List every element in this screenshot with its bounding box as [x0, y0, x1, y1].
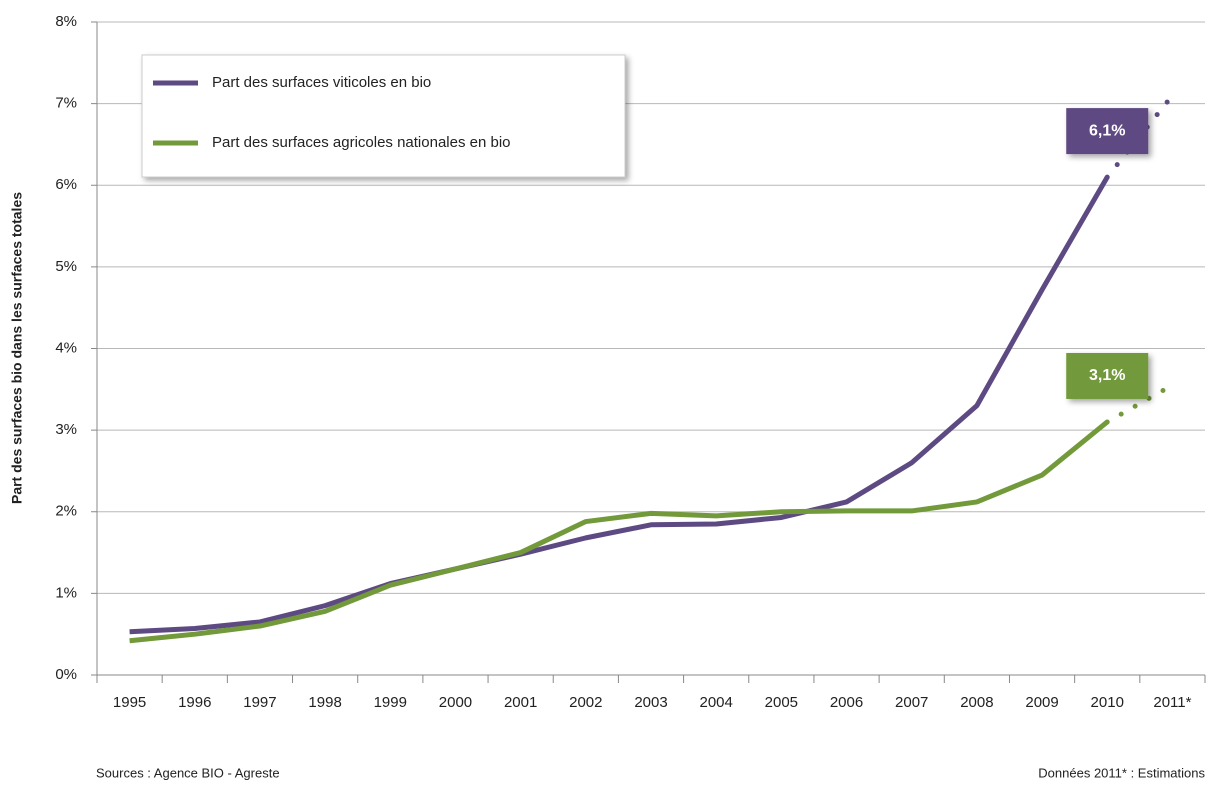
value-label: 3,1% — [1089, 367, 1125, 384]
y-tick-label: 3% — [55, 421, 77, 438]
x-tick-label: 2009 — [1025, 694, 1058, 711]
x-tick-label: 2005 — [765, 694, 798, 711]
source: Sources : Agence BIO - Agreste — [96, 765, 280, 780]
x-tick-label: 2011* — [1153, 694, 1191, 711]
y-tick-label: 7% — [55, 95, 77, 112]
legend: Part des surfaces viticoles en bio Part d… — [141, 54, 626, 178]
y-axis-label: Part des surfaces bio dans les surfaces … — [9, 192, 25, 504]
y-tick-label: 6% — [55, 176, 77, 193]
estimate-line — [1104, 382, 1175, 425]
x-tick-label: 1998 — [308, 694, 341, 711]
x-tick-label: 2002 — [569, 694, 602, 711]
y-tick-label: 4% — [55, 339, 77, 356]
x-tick-label: 2006 — [830, 694, 863, 711]
value-label: 6,1% — [1089, 122, 1125, 139]
x-tick-label: 2004 — [699, 694, 732, 711]
series-line — [129, 175, 1110, 635]
y-tick-label: 2% — [55, 503, 77, 520]
x-tick-label: 1996 — [178, 694, 211, 711]
y-tick-label: 5% — [55, 258, 77, 275]
x-tick-label: 2010 — [1091, 694, 1124, 711]
series-line — [129, 420, 1109, 644]
x-tick-label: 2003 — [634, 694, 667, 711]
legend-box — [141, 54, 626, 178]
x-tick-label: 1999 — [374, 694, 407, 711]
y-tick-label: 1% — [55, 584, 77, 601]
x-tick-label: 2007 — [895, 694, 928, 711]
legend-label: Part des surfaces viticoles en bio — [212, 74, 431, 91]
y-tick-label: 8% — [55, 13, 77, 30]
legend-label: Part des surfaces agricoles nationales e… — [212, 134, 511, 151]
x-tick-label: 1997 — [243, 694, 276, 711]
x-tick-label: 2001 — [504, 694, 537, 711]
x-tick-label: 2008 — [960, 694, 993, 711]
note: Données 2011* : Estimations — [1038, 765, 1205, 780]
value-label-box — [1066, 108, 1149, 155]
value-label-box — [1066, 352, 1149, 399]
x-tick-label: 2000 — [439, 694, 472, 711]
x-tick-label: 1995 — [113, 694, 146, 711]
estimate-line — [1104, 92, 1175, 180]
y-tick-label: 0% — [55, 666, 77, 683]
